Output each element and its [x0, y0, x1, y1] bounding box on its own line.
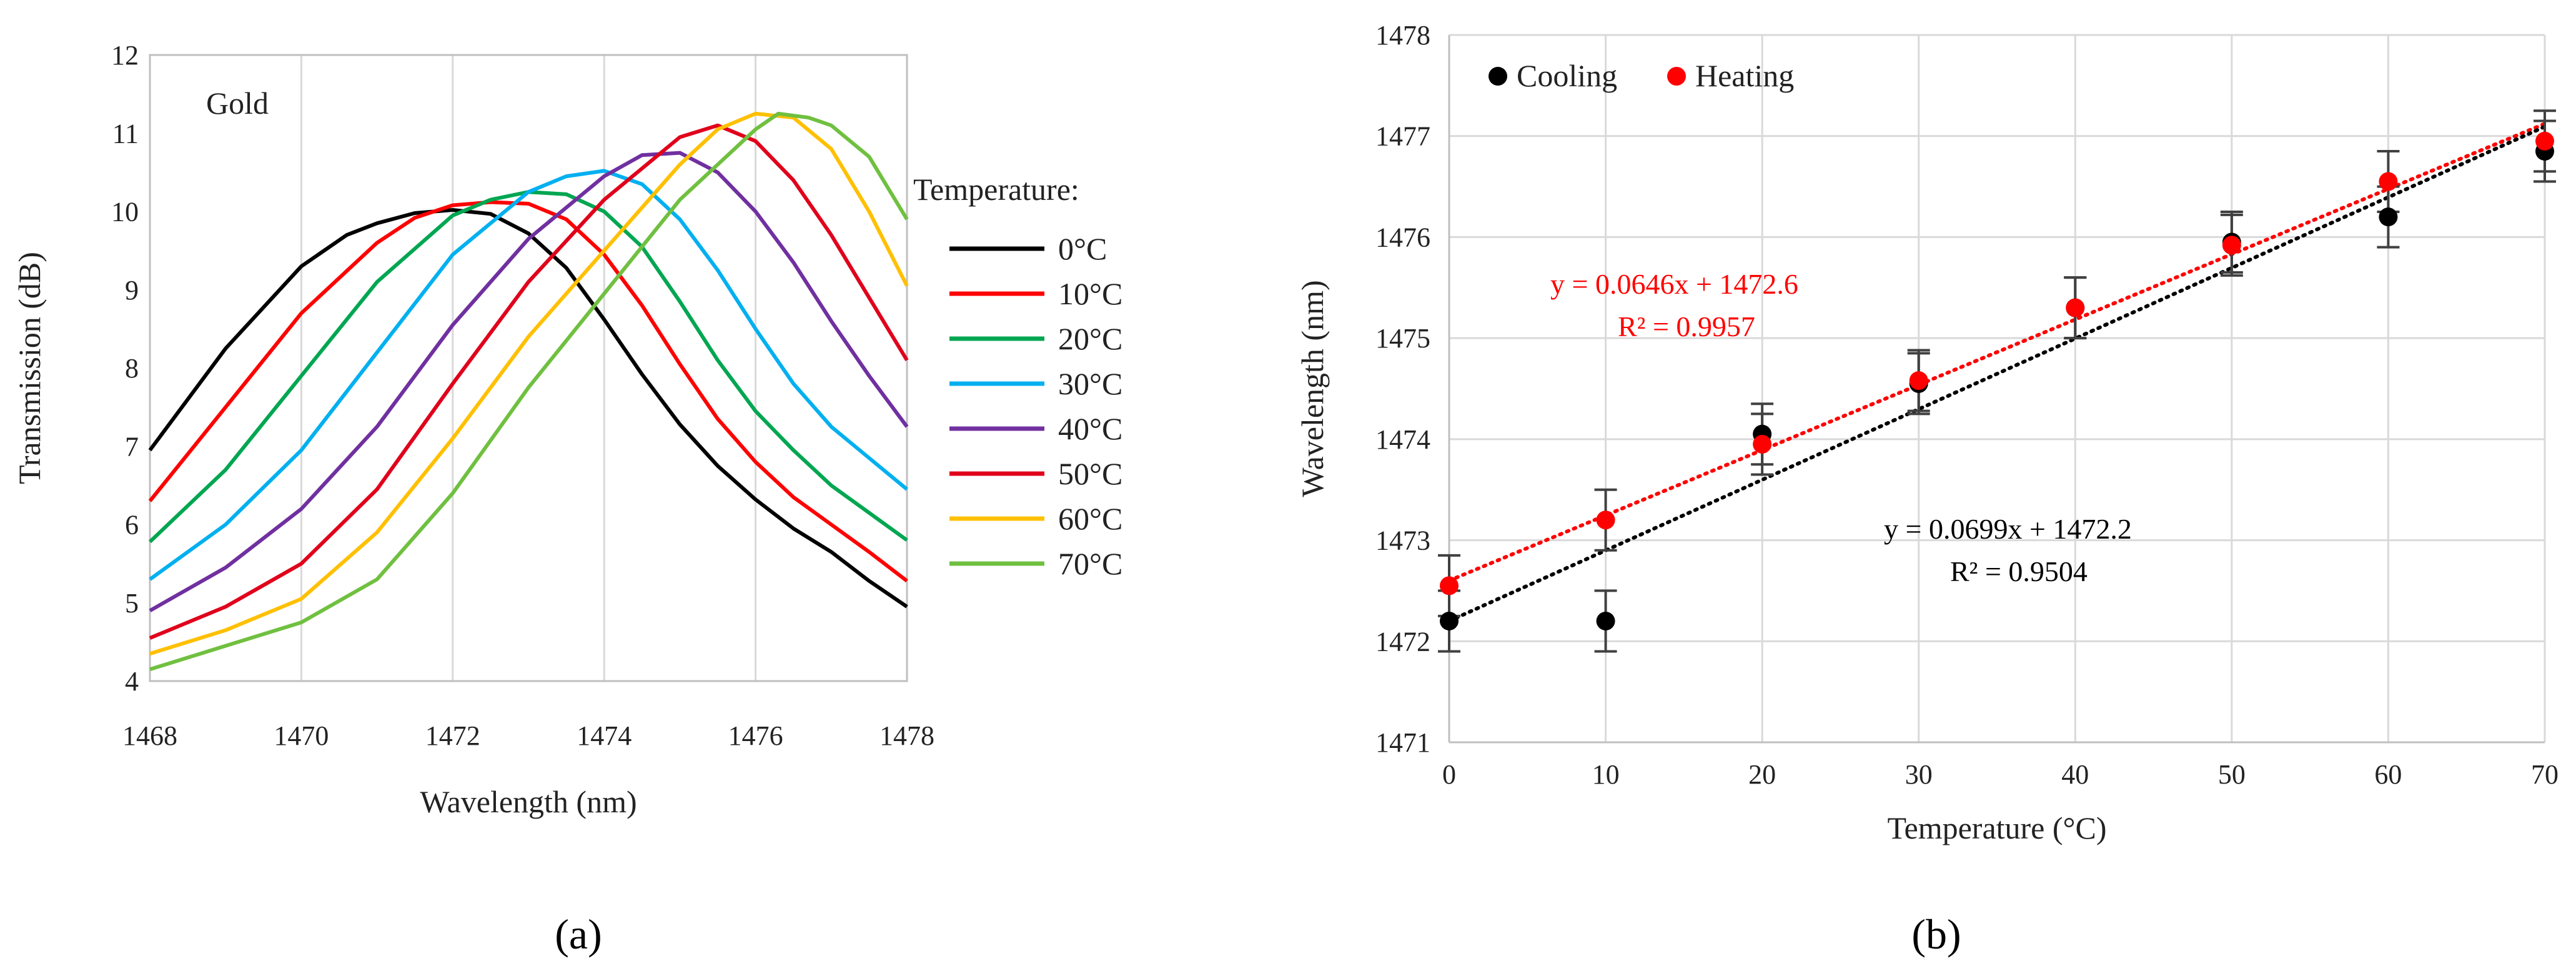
b-data-points: [1438, 109, 2556, 653]
b-trendlines: [1447, 121, 2547, 623]
a-series-lines: [148, 111, 909, 672]
b-x-tick-label: 20: [1748, 759, 1776, 790]
chart-a: 1468 1470 1472 1474 1476 1478 4 5 6 7 8 9 10 11 12 Go…: [12, 40, 1122, 958]
b-x-axis-label: Temperature (°C): [1887, 810, 2106, 845]
a-y-tick-label: 9: [125, 275, 139, 306]
b-y-tick-label: 1471: [1375, 727, 1430, 758]
b-y-tick-label: 1474: [1375, 424, 1430, 455]
b-x-tick-label: 70: [2531, 759, 2559, 790]
a-series-line: [149, 111, 909, 656]
panel-label-b: (b): [1911, 910, 1961, 958]
a-y-tick-labels: 4 5 6 7 8 9 10 11 12: [111, 40, 139, 697]
b-y-tick-labels: 1471 1472 1473 1474 1475 1476 1477 1478: [1375, 20, 1430, 758]
b-point-cooling: [1440, 611, 1459, 630]
b-x-tick-label: 30: [1905, 759, 1933, 790]
b-point-heating: [1596, 510, 1615, 530]
b-point-heating: [2535, 131, 2554, 151]
b-legend: Cooling Heating: [1489, 58, 1794, 93]
b-legend-marker-heating: [1667, 67, 1686, 86]
a-x-tick-label: 1468: [122, 720, 177, 751]
a-x-tick-label: 1470: [274, 720, 329, 751]
b-y-tick-label: 1477: [1375, 121, 1430, 152]
b-x-tick-label: 0: [1442, 759, 1456, 790]
a-y-tick-label: 6: [125, 510, 139, 540]
a-legend-label: 30°C: [1058, 366, 1122, 401]
a-series-line: [148, 190, 908, 544]
b-point-cooling: [1596, 611, 1615, 630]
b-x-tick-label: 10: [1592, 759, 1620, 790]
a-y-tick-label: 11: [112, 118, 139, 149]
a-plot-frame: [149, 54, 908, 682]
a-legend-label: 20°C: [1058, 321, 1122, 356]
b-trendline: [1447, 121, 2547, 583]
b-trend-eq-cooling: y = 0.0699x + 1472.2: [1884, 513, 2132, 545]
b-y-tick-label: 1476: [1375, 222, 1430, 252]
a-series-line: [149, 151, 909, 612]
a-legend-title: Temperature:: [913, 172, 1079, 207]
b-trend-eq-heating: y = 0.0646x + 1472.6: [1550, 268, 1798, 300]
a-y-tick-label: 10: [111, 197, 139, 227]
a-y-tick-label: 5: [125, 588, 139, 619]
a-series-line: [149, 123, 909, 640]
b-trend-r2-cooling: R² = 0.9504: [1950, 555, 2088, 587]
b-point-heating: [1753, 434, 1772, 454]
b-point-heating: [2066, 298, 2085, 317]
a-x-tick-label: 1478: [879, 720, 934, 751]
b-legend-label-heating: Heating: [1695, 58, 1794, 93]
a-y-tick-label: 7: [125, 431, 139, 462]
a-x-tick-label: 1476: [728, 720, 783, 751]
a-x-tick-label: 1474: [577, 720, 632, 751]
b-x-tick-labels: 0 10 20 30 40 50 60 70: [1442, 759, 2559, 790]
a-y-tick-label: 12: [111, 40, 139, 71]
a-y-axis-label: Transmission (dB): [12, 252, 47, 484]
a-x-tick-label: 1472: [425, 720, 480, 751]
a-legend: 0°C 10°C 20°C 30°C 40°C 50°C 60°C 70°C: [949, 231, 1122, 581]
a-legend-label: 70°C: [1058, 546, 1122, 581]
a-x-axis-label: Wavelength (nm): [420, 784, 637, 819]
a-y-tick-label: 4: [125, 666, 139, 697]
a-legend-label: 50°C: [1058, 456, 1122, 491]
a-x-tick-labels: 1468 1470 1472 1474 1476 1478: [122, 720, 934, 751]
b-y-tick-label: 1472: [1375, 626, 1430, 657]
a-legend-label: 60°C: [1058, 501, 1122, 536]
b-x-tick-label: 40: [2061, 759, 2089, 790]
b-legend-label-cooling: Cooling: [1517, 58, 1617, 93]
b-y-axis-label: Wavelength (nm): [1295, 280, 1330, 497]
b-point-heating: [2222, 236, 2241, 255]
b-point-heating: [1909, 371, 1928, 391]
b-y-tick-label: 1478: [1375, 20, 1430, 51]
b-legend-marker-cooling: [1489, 67, 1507, 86]
b-y-tick-label: 1473: [1375, 525, 1430, 556]
panel-label-a: (a): [555, 910, 602, 958]
a-series-line: [149, 169, 908, 581]
b-trend-r2-heating: R² = 0.9957: [1618, 311, 1755, 342]
a-series-line: [148, 200, 908, 583]
a-legend-label: 0°C: [1058, 231, 1107, 266]
a-series-line: [148, 208, 908, 609]
a-legend-label: 10°C: [1058, 276, 1122, 311]
a-y-tick-label: 8: [125, 353, 139, 384]
b-point-heating: [1440, 576, 1459, 595]
b-point-heating: [2379, 172, 2398, 191]
b-y-tick-label: 1475: [1375, 323, 1430, 354]
b-trendline: [1447, 124, 2547, 623]
chart-b: 0 10 20 30 40 50 60 70 1471 1472 1473 1474 1475 1476…: [1295, 20, 2559, 958]
a-annotation-gold: Gold: [206, 86, 269, 121]
b-x-tick-label: 50: [2218, 759, 2246, 790]
b-point-cooling: [2379, 207, 2398, 227]
a-legend-label: 40°C: [1058, 411, 1122, 446]
b-x-tick-label: 60: [2374, 759, 2402, 790]
a-series-line: [149, 111, 909, 672]
